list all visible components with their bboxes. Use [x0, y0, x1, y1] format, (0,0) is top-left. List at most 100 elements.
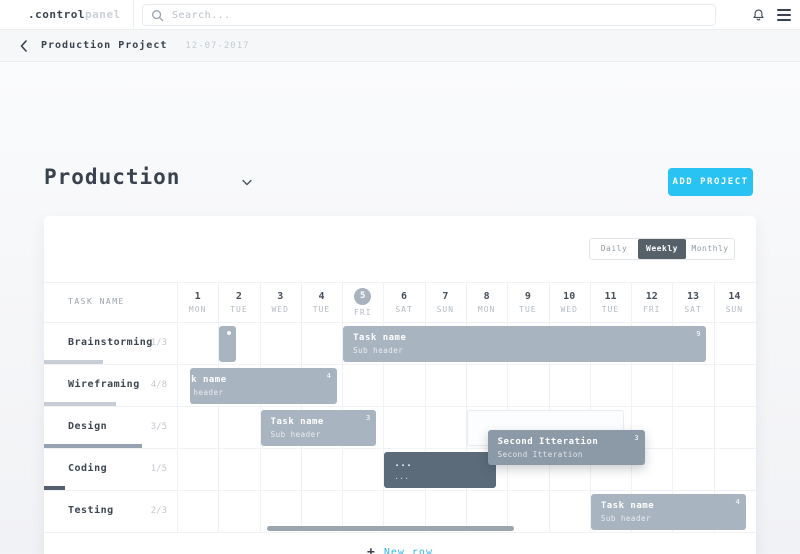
task-name: Brainstorming	[68, 337, 153, 348]
page-title: Production	[44, 165, 181, 189]
day-header-14: 14 SUN	[714, 282, 755, 322]
task-progress-bar	[44, 444, 143, 448]
bar-title: Task name	[270, 417, 324, 427]
bar-count-badge: 4	[326, 372, 331, 380]
day-header-9: 9 TUE	[507, 282, 548, 322]
view-toggle: Daily Weekly Monthly	[589, 238, 735, 260]
day-header-13: 13 SAT	[672, 282, 713, 322]
current-day-badge: 5	[354, 287, 372, 305]
grid-line	[507, 282, 509, 532]
day-header-4: 4 TUE	[301, 282, 342, 322]
day-header-8: 8 MON	[466, 282, 507, 322]
grid-line	[259, 282, 261, 532]
gantt-bar[interactable]: Task name Sub header 9	[343, 326, 707, 362]
day-number: 10	[563, 290, 576, 302]
grid-line	[548, 282, 550, 532]
bar-subtitle: Sub header	[270, 430, 321, 439]
bar-title: Task name	[600, 501, 655, 511]
view-option-weekly[interactable]: Weekly	[638, 239, 686, 259]
bar-title: ...	[394, 459, 413, 469]
day-name: SUN	[725, 304, 744, 314]
bar-title: Second Itteration	[497, 437, 599, 447]
day-name: TUE	[312, 304, 331, 314]
bar-count-badge: 3	[366, 414, 371, 422]
bar-subtitle: ...	[394, 472, 410, 481]
project-dropdown-button[interactable]	[242, 174, 252, 189]
logo-dark-part: .control	[28, 8, 85, 21]
bar-count-badge: 9	[696, 330, 701, 338]
day-number: 8	[483, 290, 490, 302]
gantt-bar[interactable]: Second Itteration Second Itteration 3	[487, 430, 645, 465]
topbar: .controlpanel	[0, 0, 800, 30]
day-number: 3	[277, 290, 284, 302]
bar-dot-marker	[226, 331, 231, 335]
day-header-3: 3 WED	[260, 282, 301, 322]
gantt-card: Daily Weekly Monthly TASK NAME 1 MON 2 TUE 3 WE…	[44, 216, 756, 554]
day-name: SAT	[684, 304, 702, 314]
grid-line	[672, 282, 674, 532]
day-header-12: 12 FRI	[631, 282, 672, 322]
bar-title: Task name	[190, 375, 227, 385]
new-row-button[interactable]: + New row	[44, 540, 756, 554]
day-name: WED	[560, 304, 578, 314]
task-row-brainstorming[interactable]: Brainstorming 1/3	[44, 322, 177, 364]
day-header-11: 11 TUE	[590, 282, 631, 322]
view-option-daily[interactable]: Daily	[590, 239, 638, 259]
grid-line	[44, 532, 756, 533]
grid-line	[383, 282, 385, 532]
task-row-testing[interactable]: Testing 2/3	[44, 490, 177, 532]
day-name: TUE	[601, 304, 620, 314]
bar-subtitle: Sub header	[600, 514, 651, 523]
bar-label: Task name Sub header	[343, 326, 706, 355]
notifications-button[interactable]	[746, 0, 770, 30]
task-column-header: TASK NAME	[68, 297, 125, 306]
back-button[interactable]	[20, 39, 27, 52]
chevron-down-icon	[242, 179, 252, 186]
menu-button[interactable]	[772, 0, 796, 30]
grid-line	[424, 282, 426, 532]
grid-line	[44, 364, 756, 365]
search-input[interactable]	[172, 9, 707, 21]
task-progress-bar	[44, 402, 116, 406]
app-logo: .controlpanel	[0, 8, 121, 21]
task-row-coding[interactable]: Coding 1/5	[44, 448, 177, 490]
task-fraction: 3/5	[150, 422, 167, 432]
gantt-bar[interactable]	[219, 326, 236, 362]
day-number: 2	[235, 290, 242, 302]
bar-title: Task name	[353, 333, 407, 343]
add-project-button[interactable]: ADD PROJECT	[668, 168, 753, 196]
day-header-5: 5 FRI	[342, 282, 383, 322]
gantt-bar[interactable]: Task name Sub header 3	[260, 410, 377, 446]
task-row-design[interactable]: Design 3/5	[44, 406, 177, 448]
day-header-6: 6 SAT	[383, 282, 424, 322]
day-number: 7	[442, 290, 449, 302]
gantt-bar[interactable]: Task name Sub header 4	[590, 494, 746, 530]
chart-horizontal-scrollbar[interactable]	[267, 526, 514, 531]
day-header-10: 10 WED	[549, 282, 590, 322]
day-number: 4	[318, 290, 325, 302]
day-name: WED	[271, 304, 289, 314]
task-name: Coding	[68, 463, 108, 474]
day-header-2: 2 TUE	[218, 282, 259, 322]
grid-line	[44, 406, 756, 407]
task-row-wireframing[interactable]: Wireframing 4/8	[44, 364, 177, 406]
day-name: SAT	[395, 304, 413, 314]
gantt-bar[interactable]: Task name Sub header 4	[190, 368, 337, 404]
search-box[interactable]	[142, 4, 716, 26]
day-number: 9	[524, 290, 531, 302]
day-name: MON	[188, 304, 207, 314]
task-fraction: 1/3	[150, 338, 167, 348]
breadcrumb-title: Production Project	[41, 40, 168, 51]
grid-line	[465, 282, 467, 532]
day-number: 6	[401, 290, 408, 302]
gantt-bar[interactable]: ......	[384, 452, 496, 488]
day-name: TUE	[230, 304, 248, 314]
grid-line	[44, 448, 756, 449]
day-name: MON	[477, 304, 496, 314]
topbar-divider	[133, 0, 134, 30]
day-name: FRI	[354, 307, 372, 317]
breadcrumb-date: 12-07-2017	[185, 40, 250, 51]
view-option-monthly[interactable]: Monthly	[686, 239, 734, 259]
day-number: 12	[645, 290, 658, 302]
plus-icon: +	[367, 544, 375, 554]
